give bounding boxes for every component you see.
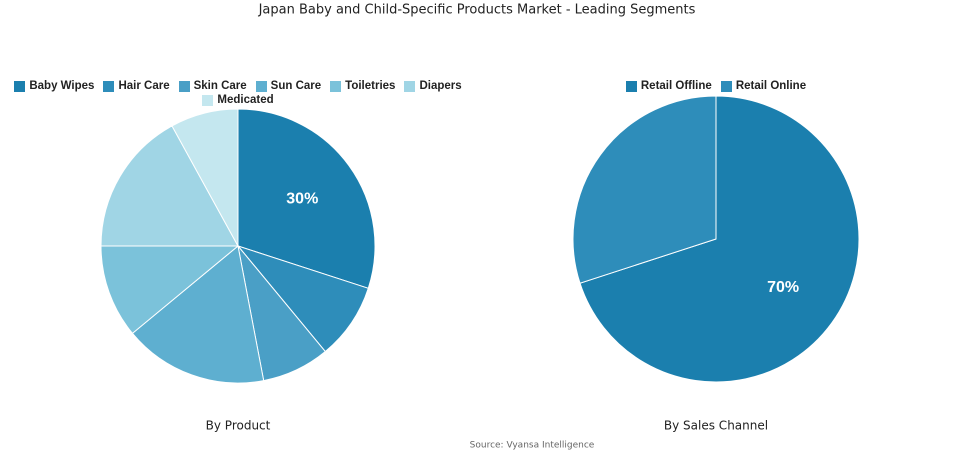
chart-subtitle: By Product (206, 419, 271, 433)
legend-item: Toiletries (330, 80, 395, 92)
legend-label: Baby Wipes (29, 80, 95, 92)
legend-swatch (178, 80, 190, 92)
legend-item: Medicated (202, 94, 274, 106)
legend-item: Retail Offline (625, 80, 712, 92)
source: Source: Vyansa Intelligence (470, 441, 595, 451)
legend-label: Diapers (419, 80, 462, 92)
pie-slice (237, 108, 376, 289)
legend: Retail Offline Retail Online (491, 80, 941, 92)
legend-item: Diapers (404, 80, 462, 92)
pie-slice (579, 95, 860, 383)
legend-item: Hair Care (103, 80, 170, 92)
legend-label: Toiletries (345, 80, 396, 92)
pie-slice (171, 108, 239, 247)
legend-label: Retail Online (735, 80, 807, 92)
pie-slice (100, 245, 240, 335)
pie-slice (572, 95, 717, 284)
legend-swatch (720, 80, 732, 92)
pie-slice (131, 245, 265, 384)
pie-slice (100, 125, 239, 247)
legend-swatch (202, 94, 214, 106)
legend-swatch (255, 80, 267, 92)
legend-item: Skin Care (178, 80, 247, 92)
legend-swatch (404, 80, 416, 92)
legend-label: Sun Care (270, 80, 322, 92)
legend-label: Retail Offline (640, 80, 712, 92)
legend-swatch (330, 80, 342, 92)
chart-title: Japan Baby and Child-Specific Products M… (258, 3, 696, 18)
legend-swatch (625, 80, 637, 92)
chart-subtitle: By Sales Channel (664, 419, 768, 433)
data-label: 70% (767, 279, 799, 296)
legend-item: Retail Online (720, 80, 807, 92)
legend-swatch (14, 80, 26, 92)
data-label: 30% (286, 191, 318, 208)
legend-item: Baby Wipes (14, 80, 94, 92)
legend: Baby Wipes Hair Care Skin Care Sun Care Toil… (13, 80, 463, 106)
legend-label: Medicated (217, 94, 274, 106)
legend-label: Skin Care (193, 80, 247, 92)
legend-swatch (103, 80, 115, 92)
legend-item: Sun Care (255, 80, 322, 92)
legend-label: Hair Care (118, 80, 170, 92)
